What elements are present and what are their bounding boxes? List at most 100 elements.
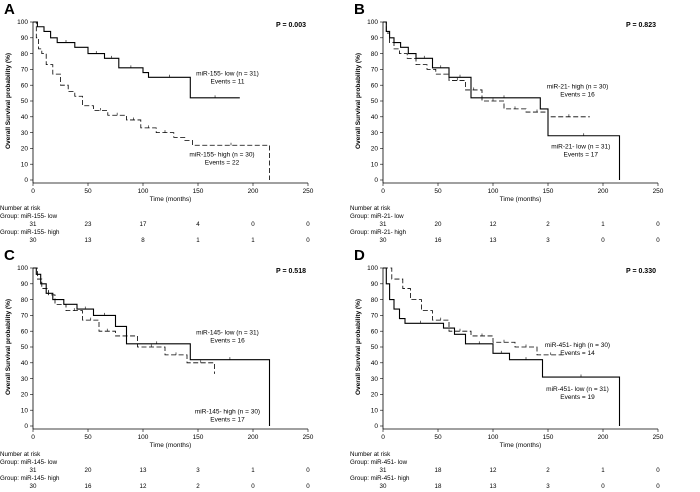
risk-count: 3	[546, 483, 550, 490]
x-tick-label: 50	[84, 434, 92, 441]
series-label: miR-145- low (n = 31)	[196, 329, 259, 336]
x-tick-label: 0	[31, 434, 35, 441]
risk-count: 0	[601, 483, 605, 490]
risk-count: 0	[656, 467, 660, 474]
y-axis-label: Overall Survival probability (%)	[355, 53, 362, 149]
risk-group-label: Group: miR-155- high	[0, 229, 60, 236]
p-value: P = 0.003	[276, 22, 306, 29]
y-tick-label: 80	[371, 51, 379, 58]
y-tick-label: 30	[21, 376, 29, 383]
x-axis-label: Time (months)	[150, 196, 192, 203]
series-label: miR-145- high (n = 30)	[195, 408, 260, 415]
series-label: miR-451- low (n = 31)	[546, 386, 609, 393]
y-tick-label: 50	[21, 98, 29, 105]
panel-letter: D	[354, 247, 365, 264]
risk-count: 0	[306, 237, 310, 244]
y-tick-label: 70	[21, 313, 29, 320]
risk-count: 1	[601, 467, 605, 474]
risk-count: 13	[490, 237, 497, 244]
events-label: Events = 22	[205, 159, 240, 166]
x-tick-label: 0	[31, 188, 35, 195]
y-tick-label: 20	[21, 392, 29, 399]
x-tick-label: 100	[488, 434, 499, 441]
y-tick-label: 80	[21, 297, 29, 304]
series-label: miR-451- high (n = 30)	[545, 342, 610, 349]
y-tick-label: 60	[21, 82, 29, 89]
risk-count: 8	[141, 237, 145, 244]
y-tick-label: 50	[371, 344, 379, 351]
risk-count: 1	[251, 237, 255, 244]
y-tick-label: 50	[371, 98, 379, 105]
risk-table-title: Number at risk	[0, 451, 41, 458]
risk-count: 30	[380, 237, 387, 244]
survival-curve-solid	[33, 267, 271, 426]
y-axis-label: Overall Survival probability (%)	[5, 299, 12, 395]
risk-count: 1	[196, 237, 200, 244]
risk-count: 0	[251, 483, 255, 490]
x-tick-label: 250	[303, 434, 314, 441]
x-tick-label: 150	[193, 188, 204, 195]
series-label: miR-21- low (n = 31)	[551, 143, 610, 150]
y-tick-label: 40	[21, 360, 29, 367]
y-tick-label: 0	[24, 423, 28, 430]
y-tick-label: 60	[371, 82, 379, 89]
y-tick-label: 10	[371, 161, 379, 168]
risk-count: 13	[490, 483, 497, 490]
y-tick-label: 30	[21, 130, 29, 137]
risk-count: 31	[380, 221, 387, 228]
risk-count: 0	[656, 221, 660, 228]
x-tick-label: 200	[598, 188, 609, 195]
risk-table-title: Number at risk	[350, 205, 391, 212]
risk-table-title: Number at risk	[0, 205, 41, 212]
x-tick-label: 250	[303, 188, 314, 195]
y-tick-label: 100	[17, 265, 28, 272]
x-tick-label: 100	[138, 188, 149, 195]
risk-count: 30	[380, 483, 387, 490]
risk-group-label: Group: miR-145- high	[0, 475, 60, 482]
y-axis-label: Overall Survival probability (%)	[5, 53, 12, 149]
panel-letter: B	[354, 1, 365, 18]
risk-count: 1	[251, 467, 255, 474]
risk-count: 18	[435, 483, 442, 490]
risk-count: 3	[196, 467, 200, 474]
y-tick-label: 70	[371, 67, 379, 74]
risk-count: 13	[140, 467, 147, 474]
risk-count: 16	[85, 483, 92, 490]
risk-count: 17	[140, 221, 147, 228]
y-tick-label: 40	[371, 360, 379, 367]
risk-group-label: Group: miR-155- low	[0, 213, 58, 220]
risk-group-label: Group: miR-145- low	[0, 459, 58, 466]
events-label: Events = 16	[210, 337, 245, 344]
risk-group-label: Group: miR-451- high	[350, 475, 410, 482]
y-tick-label: 60	[371, 328, 379, 335]
y-tick-label: 30	[371, 376, 379, 383]
y-tick-label: 80	[21, 51, 29, 58]
x-tick-label: 200	[248, 188, 259, 195]
risk-count: 0	[601, 237, 605, 244]
y-tick-label: 10	[21, 407, 29, 414]
risk-count: 20	[435, 221, 442, 228]
survival-curve-dashed	[383, 21, 590, 118]
y-tick-label: 100	[17, 19, 28, 26]
survival-curve-dashed	[383, 267, 565, 356]
survival-curve-solid	[383, 267, 621, 426]
series-label: miR-155- high (n = 30)	[189, 151, 254, 158]
p-value: P = 0.823	[626, 22, 656, 29]
x-axis-label: Time (months)	[500, 196, 542, 203]
survival-curve-solid	[33, 21, 240, 99]
series-label: miR-21- high (n = 30)	[547, 83, 609, 90]
x-tick-label: 50	[434, 188, 442, 195]
risk-count: 20	[85, 467, 92, 474]
survival-curve-dashed	[33, 267, 215, 374]
risk-count: 2	[546, 467, 550, 474]
y-tick-label: 30	[371, 130, 379, 137]
x-tick-label: 50	[434, 434, 442, 441]
y-tick-label: 40	[21, 114, 29, 121]
y-tick-label: 40	[371, 114, 379, 121]
y-tick-label: 90	[21, 281, 29, 288]
p-value: P = 0.330	[626, 268, 656, 275]
